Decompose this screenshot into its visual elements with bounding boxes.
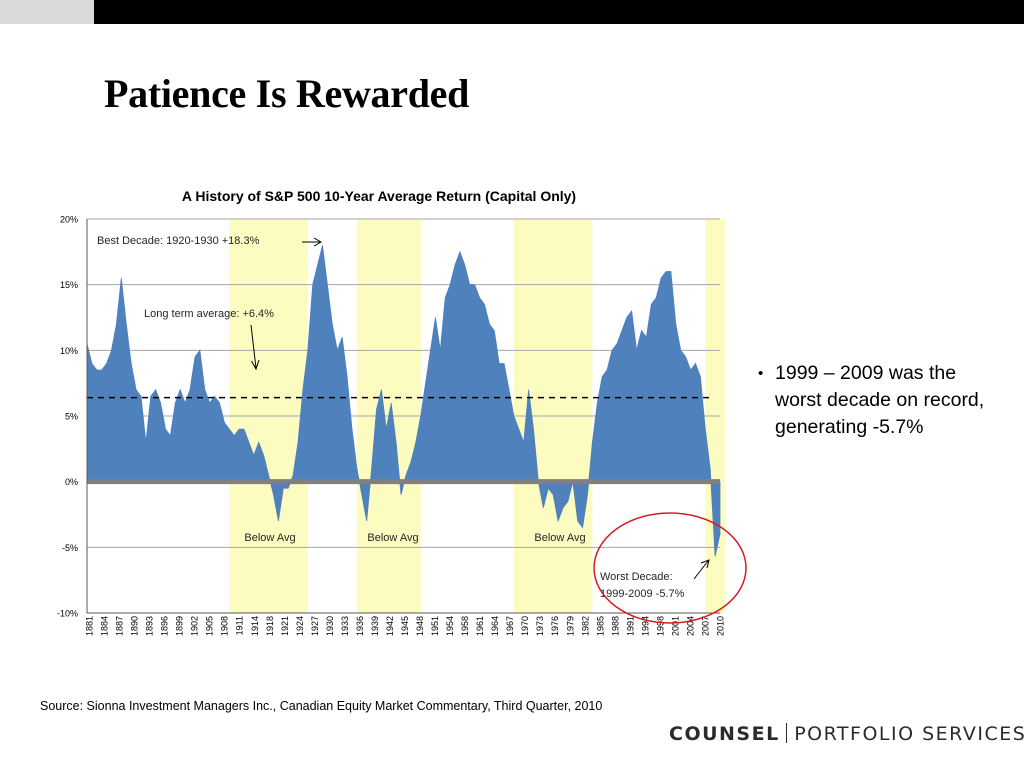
x-tick-label: 1881 [85,616,95,636]
x-tick-label: 2004 [686,616,696,636]
y-tick-label: 5% [65,412,78,422]
x-tick-label: 1914 [250,616,260,636]
x-tick-label: 1985 [595,616,605,636]
x-tick-label: 1902 [190,616,200,636]
axes [86,219,720,614]
x-tick-label: 1958 [460,616,470,636]
x-tick-label: 1998 [655,616,665,636]
y-tick-label: 10% [60,346,78,356]
x-tick-label: 1890 [130,616,140,636]
x-tick-label: 1896 [160,616,170,636]
x-tick-label: 1905 [205,616,215,636]
x-tick-label: 1887 [115,616,125,636]
x-tick-label: 2010 [716,616,726,636]
x-tick-label: 1945 [400,616,410,636]
best-decade-arrow [302,237,323,247]
below-avg-label-1: Below Avg [244,532,295,544]
x-tick-label: 1884 [100,616,110,636]
below-avg-label-2: Below Avg [367,532,418,544]
bullet-point: • 1999 – 2009 was the worst decade on re… [758,360,998,441]
x-tick-label: 1976 [550,616,560,636]
x-tick-label: 1936 [355,616,365,636]
x-tick-label: 1970 [520,616,530,636]
y-tick-label: -5% [62,543,78,553]
worst-decade-label: Worst Decade: [600,571,673,583]
logo-divider [785,723,788,743]
x-tick-labels: 1881 1884 1887 1890 1893 1896 1899 1902 1905 1908… [85,616,726,636]
y-tick-label: 15% [60,280,78,290]
x-tick-label: 1930 [325,616,335,636]
x-tick-label: 1979 [565,616,575,636]
x-tick-label: 1893 [145,616,155,636]
x-tick-label: 1942 [385,616,395,636]
x-tick-label: 1924 [295,616,305,636]
worst-decade-arrow [693,559,710,580]
x-tick-label: 1908 [220,616,230,636]
bullet-marker: • [758,365,764,382]
x-tick-label: 1988 [610,616,620,636]
x-tick-label: 1982 [580,616,590,636]
x-tick-label: 2007 [701,616,711,636]
x-tick-label: 1994 [640,616,650,636]
top-bar-accent [0,0,94,24]
x-tick-label: 1911 [235,616,245,635]
x-tick-label: 1967 [505,616,515,636]
chart-title: A History of S&P 500 10-Year Average Ret… [182,188,576,204]
counsel-logo: COUNSEL PORTFOLIO SERVICES [669,720,1024,748]
x-tick-label: 1927 [310,616,320,636]
x-tick-label: 1973 [535,616,545,636]
below-avg-label-3: Below Avg [534,532,585,544]
x-tick-label: 2001 [670,616,680,636]
slide-title: Patience Is Rewarded [104,71,470,116]
y-tick-label: 0% [65,477,78,487]
y-tick-label: -10% [57,609,78,619]
y-tick-label: 20% [60,215,78,225]
x-tick-label: 1939 [370,616,380,636]
bullet-text: 1999 – 2009 was the worst decade on reco… [775,362,985,438]
worst-decade-circle [593,512,747,624]
x-tick-label: 1951 [430,616,440,636]
x-tick-label: 1921 [280,616,290,636]
worst-decade-detail: 1999-2009 -5.7% [600,588,685,600]
annotations: Best Decade: 1920-1930 +18.3% Long term a… [97,235,747,624]
y-tick-labels: 20% 15% 10% 5% 0% -5% -10% [57,215,78,619]
x-tick-label: 1933 [340,616,350,636]
top-bar [0,0,1024,24]
best-decade-label: Best Decade: 1920-1930 +18.3% [97,235,260,247]
long-term-average-label: Long term average: +6.4% [144,308,274,320]
x-tick-label: 1961 [475,616,485,636]
data-area [86,245,721,557]
logo-brand: COUNSEL [669,723,780,745]
x-tick-label: 1964 [490,616,500,636]
x-tick-label: 1991 [625,616,635,636]
return-area [86,245,721,557]
logo-subtitle: PORTFOLIO SERVICES [794,723,1024,745]
long-term-average-arrow [250,324,260,371]
source-note: Source: Sionna Investment Managers Inc.,… [40,699,603,713]
x-tick-label: 1918 [265,616,275,636]
x-tick-label: 1954 [445,616,455,636]
x-tick-label: 1948 [415,616,425,636]
x-tick-label: 1899 [175,616,185,636]
